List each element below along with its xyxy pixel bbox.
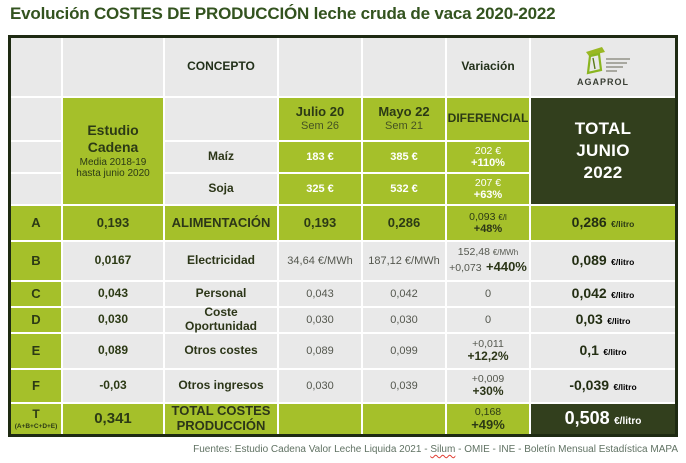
row-c-diferencial: 0: [447, 282, 529, 306]
row-d-julio: 0,030: [279, 308, 361, 332]
row-f-julio: 0,030: [279, 370, 361, 402]
maiz-julio-value: 183 €: [279, 142, 361, 172]
agaprol-logo: AGAPROL: [572, 46, 634, 87]
row-b-concepto: Electricidad: [165, 242, 277, 280]
row-maiz-label-cell: [11, 142, 61, 172]
row-soja-label-cell: [11, 174, 61, 204]
estudio-cadena-title: Estudio Cadena: [87, 122, 139, 155]
agaprol-logo-text: AGAPROL: [577, 77, 629, 88]
header-variacion: Variación: [447, 38, 529, 96]
row-a-mayo: 0,286: [363, 206, 445, 240]
row-d-mayo: 0,030: [363, 308, 445, 332]
header-empty-cell: [363, 38, 445, 96]
costs-table: CONCEPTO Variación AGAPROL Estudio Ca: [8, 35, 678, 437]
col-diferencial-header: DIFERENCIAL: [447, 98, 529, 140]
row-c-letter: C: [11, 282, 61, 306]
row-t-estudio: 0,341: [63, 404, 163, 434]
row-a-julio: 0,193: [279, 206, 361, 240]
footer-suffix: - OMIE - INE - Boletín Mensual Estadísti…: [455, 444, 678, 455]
row-b-total: 0,089 €/litro: [531, 242, 675, 280]
subheader-empty-cell: [165, 98, 277, 140]
row-t-mayo-empty: [363, 404, 445, 434]
row-d-estudio: 0,030: [63, 308, 163, 332]
row-maiz-name: Maíz: [165, 142, 277, 172]
soja-diferencial: 207 € +63%: [447, 174, 529, 204]
row-t-total: 0,508 €/litro: [531, 404, 675, 434]
row-d-diferencial: 0: [447, 308, 529, 332]
row-c-concepto: Personal: [165, 282, 277, 306]
soja-mayo-value: 532 €: [363, 174, 445, 204]
footer-prefix: Fuentes: Estudio Cadena Valor Leche Liqu…: [193, 444, 431, 455]
row-e-total: 0,1 €/litro: [531, 334, 675, 368]
col-mayo22-header: Mayo 22 Sem 21: [363, 98, 445, 140]
row-b-julio: 34,64 €/MWh: [279, 242, 361, 280]
total-junio-2022-cell: TOTAL JUNIO 2022: [531, 98, 675, 204]
header-logo-cell: AGAPROL: [531, 38, 675, 96]
page-title: Evolución COSTES DE PRODUCCIÓN leche cru…: [10, 4, 556, 23]
row-b-letter: B: [11, 242, 61, 280]
row-t-julio-empty: [279, 404, 361, 434]
row-c-total: 0,042 €/litro: [531, 282, 675, 306]
soja-julio-value: 325 €: [279, 174, 361, 204]
estudio-cadena-subtitle: Media 2018-19 hasta junio 2020: [76, 156, 150, 180]
row-b-mayo: 187,12 €/MWh: [363, 242, 445, 280]
row-e-diferencial: +0,011 +12,2%: [447, 334, 529, 368]
row-f-diferencial: +0,009 +30%: [447, 370, 529, 402]
row-b-estudio: 0,0167: [63, 242, 163, 280]
footer-misspelled-word: Silum: [430, 444, 456, 455]
row-d-letter: D: [11, 308, 61, 332]
row-c-mayo: 0,042: [363, 282, 445, 306]
row-b-diferencial: 152,48 €/MWh +0,073 +440%: [447, 242, 529, 280]
estudio-cadena-cell: Estudio Cadena Media 2018-19 hasta junio…: [63, 98, 163, 204]
row-e-mayo: 0,099: [363, 334, 445, 368]
row-t-concepto: TOTAL COSTES PRODUCCIÓN: [165, 403, 277, 434]
maiz-mayo-value: 385 €: [363, 142, 445, 172]
row-a-estudio: 0,193: [63, 206, 163, 240]
row-c-julio: 0,043: [279, 282, 361, 306]
header-concepto: CONCEPTO: [165, 38, 277, 96]
header-empty-cell: [279, 38, 361, 96]
subheader-empty-cell: [11, 98, 61, 140]
row-d-concepto: Coste Oportunidad: [165, 305, 277, 333]
row-a-concepto: ALIMENTACIÓN: [165, 206, 277, 240]
row-f-concepto: Otros ingresos: [165, 370, 277, 402]
row-soja-name: Soja: [165, 174, 277, 204]
row-e-concepto: Otros costes: [165, 334, 277, 368]
maiz-diferencial: 202 € +110%: [447, 142, 529, 172]
row-t-diferencial: 0,168 +49%: [447, 404, 529, 434]
row-a-letter: A: [11, 206, 61, 240]
agaprol-milk-churn-icon: [586, 47, 630, 75]
row-e-estudio: 0,089: [63, 334, 163, 368]
row-c-estudio: 0,043: [63, 282, 163, 306]
row-a-total: 0,286 €/litro: [531, 206, 675, 240]
row-t-letter: T (A+B+C+D+E): [11, 404, 61, 434]
row-a-diferencial: 0,093 €/l +48%: [447, 206, 529, 240]
sources-footer: Fuentes: Estudio Cadena Valor Leche Liqu…: [193, 444, 678, 455]
row-f-letter: F: [11, 370, 61, 402]
row-e-letter: E: [11, 334, 61, 368]
col-julio20-header: Julio 20 Sem 26: [279, 98, 361, 140]
row-f-mayo: 0,039: [363, 370, 445, 402]
row-f-estudio: -0,03: [63, 370, 163, 402]
header-empty-cell: [11, 38, 61, 96]
row-f-total: -0,039 €/litro: [531, 370, 675, 402]
row-d-total: 0,03 €/litro: [531, 308, 675, 332]
row-e-julio: 0,089: [279, 334, 361, 368]
header-empty-cell: [63, 38, 163, 96]
